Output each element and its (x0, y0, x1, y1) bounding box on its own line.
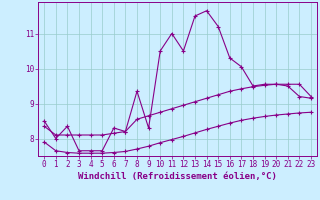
X-axis label: Windchill (Refroidissement éolien,°C): Windchill (Refroidissement éolien,°C) (78, 172, 277, 181)
